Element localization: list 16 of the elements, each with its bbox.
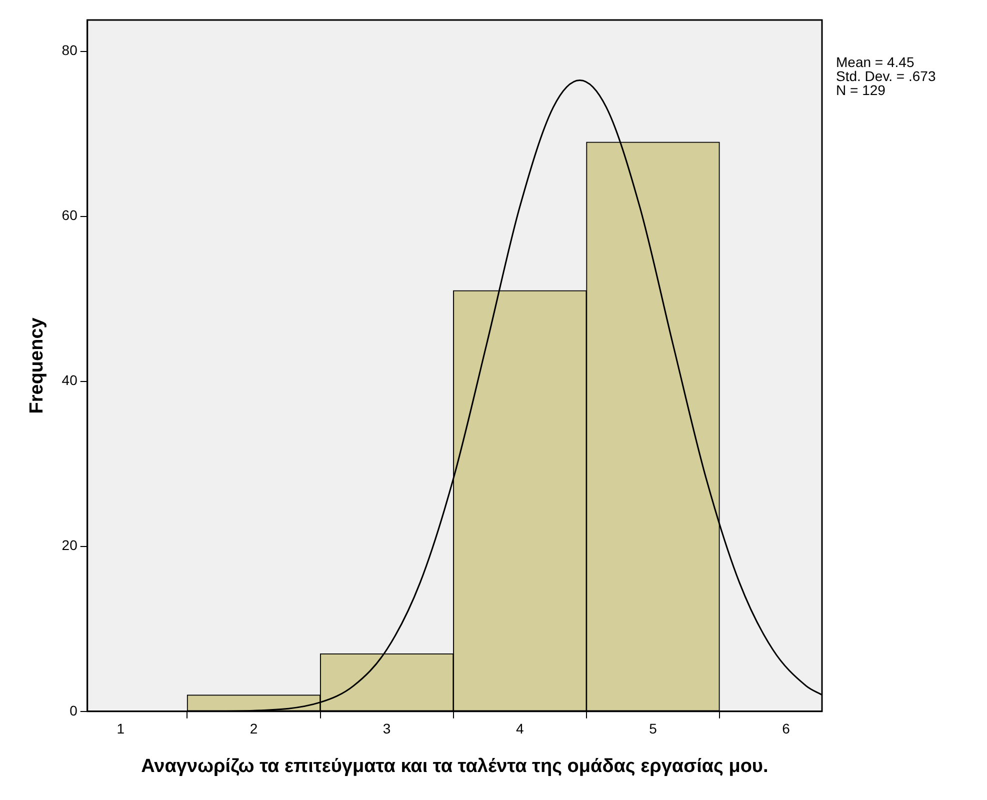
y-tick-label: 60 (62, 207, 78, 224)
y-axis-title: Frequency (26, 317, 48, 414)
x-axis-title: Αναγνωρίζω τα επιτεύγματα και τα ταλέντα της ομάδας εργασίας μου. (141, 756, 768, 777)
x-tick-label: 6 (782, 720, 790, 737)
x-tick-label: 4 (516, 720, 524, 737)
x-tick-label: 1 (116, 720, 125, 737)
x-tick-label: 3 (382, 720, 391, 737)
x-tick-label: 2 (250, 720, 258, 737)
y-tick-label: 0 (70, 702, 78, 718)
x-tick-label: 5 (649, 720, 658, 737)
text: Std. Dev. = .673 (836, 68, 936, 84)
text: Mean = 4.45 (836, 54, 914, 70)
y-tick-label: 40 (62, 372, 78, 388)
y-tick-label: 80 (62, 42, 78, 58)
text: N = 129 (836, 82, 886, 98)
y-tick-label: 20 (62, 537, 78, 554)
